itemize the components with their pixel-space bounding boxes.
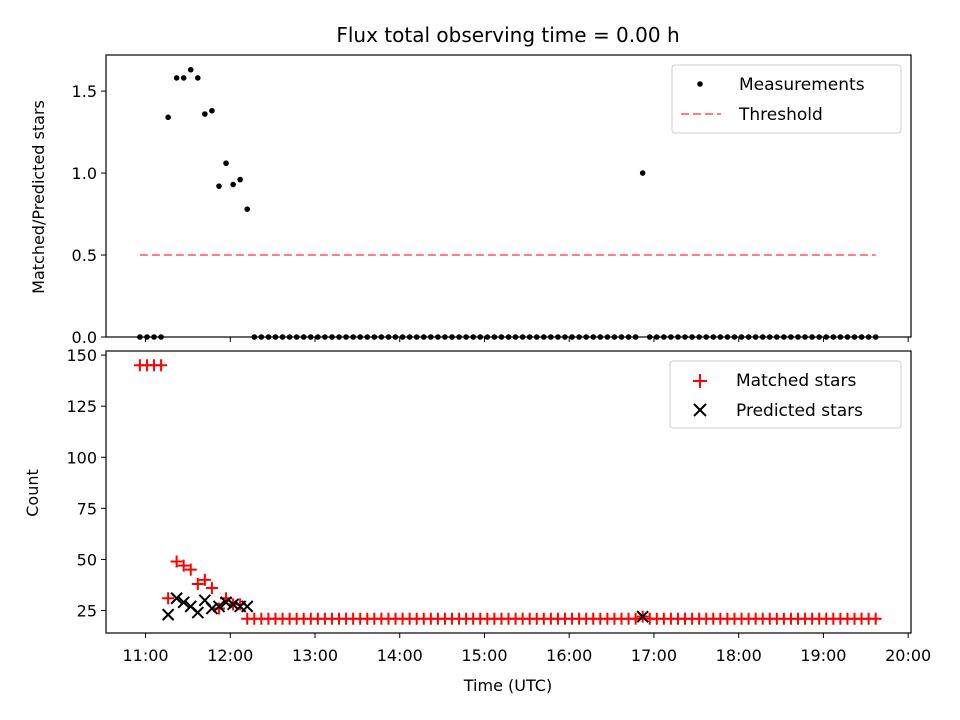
bottom-y-tick-label: 150 bbox=[66, 346, 97, 365]
measurement-point bbox=[230, 181, 236, 188]
predicted-star-point bbox=[212, 600, 226, 613]
top-y-tick-label: 1.0 bbox=[72, 164, 97, 183]
measurement-point bbox=[244, 206, 251, 212]
matched-star-point bbox=[155, 359, 168, 372]
top-x-ticks bbox=[145, 337, 909, 342]
matched-star-point bbox=[177, 559, 190, 572]
bottom-x-tick-label: 13:00 bbox=[292, 646, 338, 665]
matched-star-point bbox=[191, 577, 204, 590]
predicted-star-point bbox=[170, 592, 183, 605]
predicted-star-point bbox=[191, 606, 205, 619]
measurement-point bbox=[237, 176, 243, 183]
bottom-x-tick-label: 17:00 bbox=[631, 646, 677, 665]
measurement-point bbox=[173, 75, 180, 81]
bottom-x-tick-label: 20:00 bbox=[885, 646, 931, 665]
top-y-tick-label: 0.0 bbox=[72, 328, 97, 347]
measurement-point bbox=[187, 66, 194, 73]
legend-predicted-label: Predicted stars bbox=[736, 401, 863, 421]
top-axes-frame bbox=[105, 54, 912, 338]
bottom-x-tick-label: 18:00 bbox=[716, 646, 762, 665]
matched-star-point bbox=[205, 582, 218, 595]
predicted-star-point bbox=[205, 602, 219, 615]
top-panel: Flux total observing time = 0.00 h Match… bbox=[29, 23, 912, 347]
bottom-x-tick-label: 16:00 bbox=[546, 646, 592, 665]
matched-star-point bbox=[162, 592, 175, 605]
measurement-point bbox=[202, 111, 208, 117]
measurement-point bbox=[639, 170, 646, 176]
bottom-y-tick-label: 25 bbox=[77, 602, 97, 621]
matched-star-point bbox=[212, 602, 225, 615]
bottom-legend: Matched stars Predicted stars bbox=[669, 360, 902, 429]
predicted-star-point bbox=[226, 598, 240, 611]
top-legend-box bbox=[671, 64, 902, 134]
bottom-y-ticks: 25 50 75 100 125 150 bbox=[66, 346, 106, 621]
bottom-y-tick-label: 75 bbox=[77, 499, 97, 518]
top-ylabel: Matched/Predicted stars bbox=[29, 100, 48, 294]
bottom-xlabel: Time (UTC) bbox=[463, 676, 552, 695]
matched-stars-points bbox=[133, 359, 882, 625]
predicted-star-point bbox=[636, 610, 649, 623]
measurement-point bbox=[223, 160, 229, 167]
legend-predicted-marker bbox=[693, 403, 707, 417]
measurement-point bbox=[216, 183, 222, 189]
bottom-x-tick-label: 15:00 bbox=[461, 646, 507, 665]
bottom-x-tick-label: 12:00 bbox=[207, 646, 253, 665]
bottom-x-tick-label: 19:00 bbox=[800, 646, 846, 665]
top-title: Flux total observing time = 0.00 h bbox=[336, 23, 679, 47]
legend-measurements-marker bbox=[697, 81, 703, 87]
bottom-y-tick-label: 50 bbox=[77, 550, 97, 569]
measurement-point bbox=[180, 75, 187, 81]
legend-matched-label: Matched stars bbox=[736, 371, 856, 391]
bottom-x-ticks: 11:00 12:00 13:00 14:00 15:00 16:00 17:00 18:00… bbox=[122, 633, 931, 665]
predicted-star-point bbox=[219, 596, 233, 609]
matched-star-point bbox=[170, 555, 183, 568]
predicted-star-point bbox=[161, 608, 175, 621]
top-legend: Measurements Threshold bbox=[671, 64, 902, 134]
bottom-axes-frame bbox=[105, 350, 912, 634]
measurement-point bbox=[209, 107, 215, 114]
matched-star-point bbox=[198, 573, 211, 586]
top-y-tick-label: 1.5 bbox=[72, 82, 97, 101]
measurement-point bbox=[194, 75, 201, 81]
bottom-panel: Count Time (UTC) 25 50 75 100 125 150 11:00 12… bbox=[23, 346, 931, 695]
predicted-stars-points bbox=[161, 592, 649, 623]
predicted-star-point bbox=[241, 600, 254, 613]
bottom-x-tick-label: 11:00 bbox=[122, 646, 168, 665]
bottom-x-tick-label: 14:00 bbox=[377, 646, 423, 665]
measurement-point bbox=[165, 114, 171, 121]
matched-star-point bbox=[184, 563, 197, 576]
legend-threshold-label: Threshold bbox=[738, 105, 823, 125]
bottom-y-tick-label: 100 bbox=[66, 448, 97, 467]
top-y-tick-label: 0.5 bbox=[72, 246, 97, 265]
legend-measurements-label: Measurements bbox=[739, 75, 865, 95]
matched-star-point bbox=[869, 612, 882, 625]
legend-matched-marker bbox=[693, 374, 707, 388]
bottom-ylabel: Count bbox=[23, 469, 42, 517]
bottom-legend-box bbox=[669, 360, 902, 429]
predicted-star-point bbox=[177, 596, 190, 609]
bottom-y-tick-label: 125 bbox=[66, 397, 97, 416]
top-y-ticks: 0.0 0.5 1.0 1.5 bbox=[72, 82, 106, 347]
